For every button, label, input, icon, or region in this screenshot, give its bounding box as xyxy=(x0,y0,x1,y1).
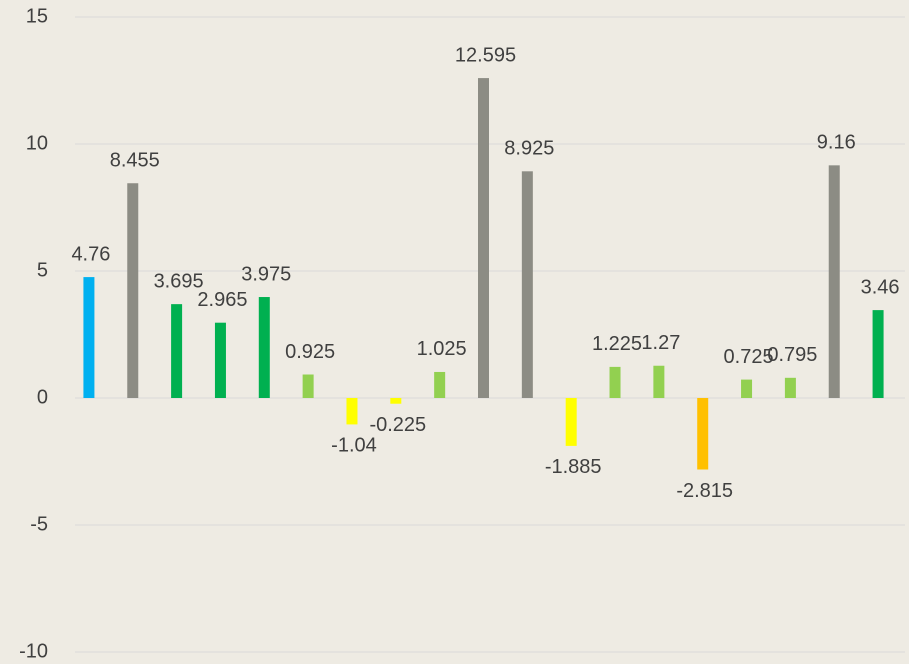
bar xyxy=(346,398,358,425)
bar xyxy=(390,398,402,404)
bar xyxy=(697,398,709,470)
y-tick-label: 10 xyxy=(26,132,48,154)
data-label: 0.795 xyxy=(767,344,817,366)
data-label: 3.975 xyxy=(241,263,291,285)
bar xyxy=(521,171,533,398)
bar xyxy=(609,366,621,398)
bar xyxy=(434,371,446,398)
bar xyxy=(214,322,226,398)
y-tick-label: -10 xyxy=(19,640,48,662)
bar xyxy=(565,398,577,446)
bar xyxy=(302,374,314,398)
bar xyxy=(784,377,796,398)
y-tick-label: 5 xyxy=(37,259,48,281)
bar xyxy=(258,297,270,398)
y-tick-label: -5 xyxy=(30,513,48,535)
bar xyxy=(828,165,840,398)
data-label: 3.46 xyxy=(861,276,900,298)
y-tick-label: 0 xyxy=(37,386,48,408)
bar xyxy=(83,277,95,398)
data-label: 3.695 xyxy=(154,270,204,292)
data-label: -0.225 xyxy=(369,414,426,436)
data-label: 1.225 xyxy=(592,333,642,355)
bar xyxy=(127,183,139,398)
data-label: 8.925 xyxy=(504,138,554,160)
bar xyxy=(653,365,665,398)
bar xyxy=(171,304,183,398)
data-label: 4.76 xyxy=(71,243,110,265)
bar xyxy=(478,78,489,398)
data-label: 12.595 xyxy=(455,44,516,66)
data-label: -2.815 xyxy=(676,480,733,502)
bar xyxy=(872,310,884,398)
data-label: 9.16 xyxy=(817,132,856,154)
data-label: 1.025 xyxy=(417,338,467,360)
data-label: 1.27 xyxy=(641,332,680,354)
data-label: 0.925 xyxy=(285,341,335,363)
data-label: 2.965 xyxy=(197,289,247,311)
data-label: -1.885 xyxy=(545,456,602,478)
bar xyxy=(741,379,753,398)
y-tick-label: 15 xyxy=(26,5,48,27)
data-label: 0.725 xyxy=(724,346,774,368)
data-label: 8.455 xyxy=(110,150,160,172)
data-label: -1.04 xyxy=(331,435,377,457)
